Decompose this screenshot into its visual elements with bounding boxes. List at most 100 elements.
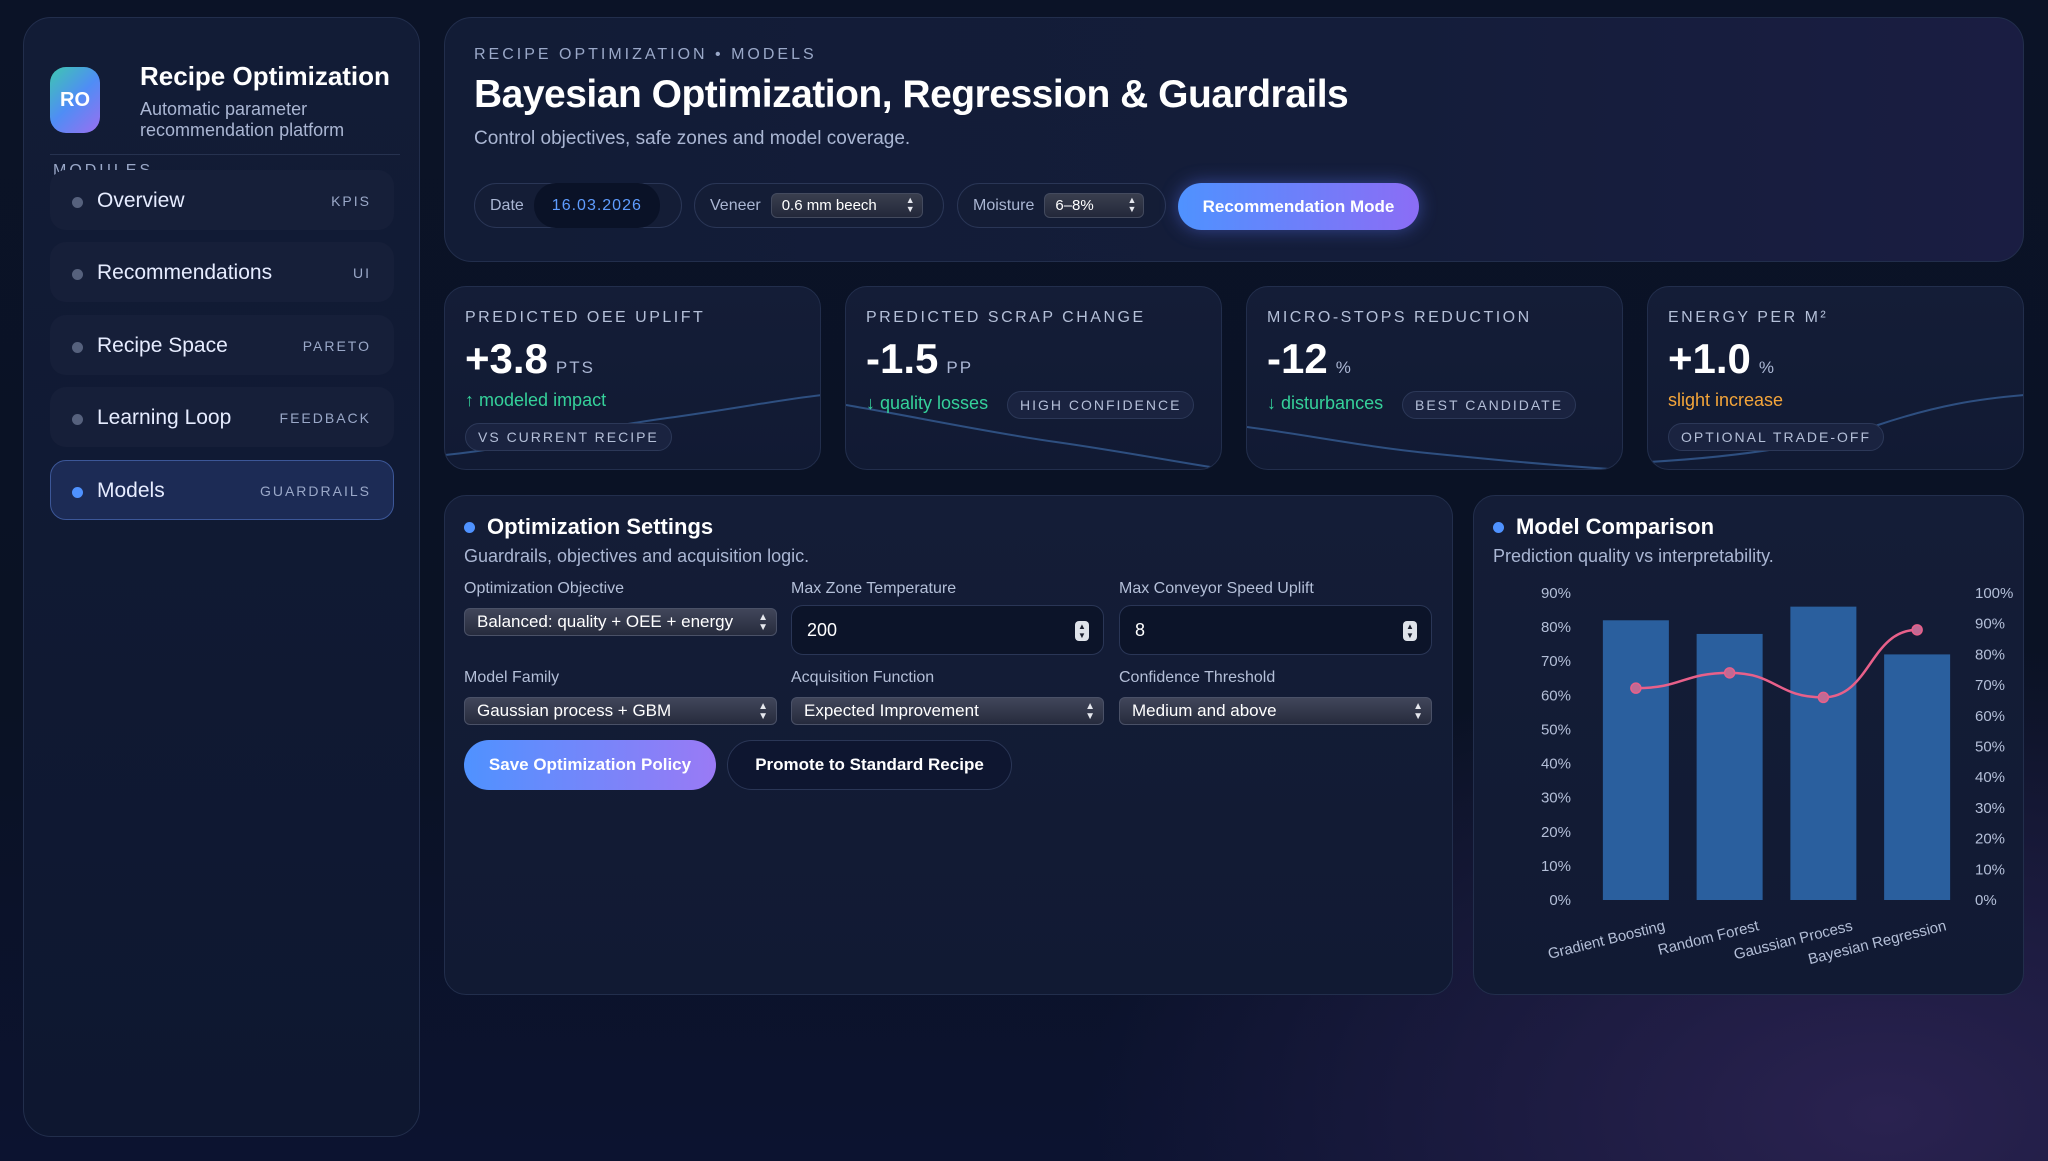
sidebar-item-tag: PARETO — [302, 338, 371, 354]
kpi-note-text: quality losses — [880, 393, 989, 413]
save-policy-button[interactable]: Save Optimization Policy — [464, 740, 716, 790]
page-subtitle: Control objectives, safe zones and model… — [474, 128, 911, 149]
objective-label: Optimization Objective — [464, 580, 625, 597]
select-arrows-icon: ▲ ▼ — [905, 195, 915, 214]
date-input[interactable]: 16.03.2026 — [533, 183, 660, 228]
objective-select[interactable]: Balanced: quality + OEE + energy ▲ ▼ — [464, 608, 777, 636]
kpi-badge: BEST CANDIDATE — [1402, 391, 1577, 419]
moisture-select[interactable]: 6–8% ▲ ▼ — [1044, 193, 1145, 218]
kpi-unit: PP — [946, 358, 974, 377]
sparkline — [846, 404, 1221, 469]
sidebar-item-label: Recommendations — [97, 261, 273, 284]
acquisition-select[interactable]: Expected Improvement ▲ ▼ — [791, 697, 1104, 725]
sparkline — [1247, 426, 1622, 469]
date-filter[interactable]: Date 16.03.2026 — [474, 183, 682, 228]
veneer-select[interactable]: 0.6 mm beech ▲ ▼ — [770, 193, 923, 218]
confidence-select[interactable]: Medium and above ▲ ▼ — [1119, 697, 1432, 725]
kpi-note: ↑ modeled impact — [465, 390, 606, 411]
app-logo: RO — [50, 67, 100, 133]
sidebar-item-tag: KPIS — [331, 193, 371, 209]
select-arrows-icon: ▲ ▼ — [758, 701, 768, 722]
max-temp-label: Max Zone Temperature — [791, 580, 957, 597]
y-right-tick-label: 0% — [1975, 892, 1997, 909]
sidebar: RO Recipe Optimization Automatic paramet… — [23, 17, 420, 1137]
model-family-select[interactable]: Gaussian process + GBM ▲ ▼ — [464, 697, 777, 725]
sidebar-item-models[interactable]: Models GUARDRAILS — [50, 460, 394, 520]
line-point — [1817, 691, 1830, 704]
date-label: Date — [490, 196, 524, 214]
sidebar-item-overview[interactable]: Overview KPIS — [50, 170, 394, 230]
veneer-filter: Veneer 0.6 mm beech ▲ ▼ — [694, 183, 944, 228]
sidebar-item-tag: GUARDRAILS — [259, 483, 371, 499]
panel-title: Optimization Settings — [487, 514, 714, 539]
panel-title: Model Comparison — [1516, 514, 1715, 539]
max-temp-value: 200 — [807, 619, 838, 640]
kpi-number: +1.0 — [1668, 335, 1751, 382]
bullet-icon — [72, 342, 83, 353]
bullet-icon — [72, 414, 83, 425]
kpi-card-micro-stops: MICRO-STOPS REDUCTION -12% ↓ disturbance… — [1246, 286, 1623, 470]
y-left-tick-label: 70% — [1541, 653, 1571, 670]
y-right-tick-label: 70% — [1975, 677, 2005, 694]
recommendation-mode-button[interactable]: Recommendation Mode — [1178, 183, 1419, 230]
kpi-note-text: slight increase — [1668, 390, 1784, 410]
arrow-down-icon: ↓ — [1267, 393, 1276, 413]
select-arrows-icon: ▲ ▼ — [1413, 701, 1423, 722]
kpi-value: -12% — [1267, 335, 1353, 383]
objective-value: Balanced: quality + OEE + energy — [477, 612, 734, 631]
sidebar-item-label: Recipe Space — [97, 334, 228, 357]
y-left-tick-label: 10% — [1541, 858, 1571, 875]
stepper-icon[interactable]: ▲ ▼ — [1075, 621, 1089, 641]
kpi-card-scrap: PREDICTED SCRAP CHANGE -1.5 PP ↓ quality … — [845, 286, 1222, 470]
kpi-value: +1.0% — [1668, 335, 1776, 383]
select-arrows-icon: ▲ ▼ — [1127, 195, 1137, 214]
kpi-badge: HIGH CONFIDENCE — [1007, 391, 1195, 419]
moisture-label: Moisture — [973, 196, 1035, 214]
stepper-icon[interactable]: ▲ ▼ — [1403, 621, 1417, 641]
select-arrows-icon: ▲ ▼ — [758, 612, 768, 633]
y-right-tick-label: 40% — [1975, 769, 2005, 786]
kpi-number: +3.8 — [465, 335, 548, 382]
veneer-value: 0.6 mm beech — [781, 197, 877, 214]
section-bullet-icon — [1493, 522, 1504, 533]
acquisition-value: Expected Improvement — [804, 701, 979, 720]
section-bullet-icon — [464, 522, 475, 533]
kpi-note: ↓ quality losses — [866, 393, 988, 414]
sidebar-item-learning-loop[interactable]: Learning Loop FEEDBACK — [50, 387, 394, 447]
max-speed-value: 8 — [1135, 619, 1146, 640]
kpi-note-text: modeled impact — [479, 390, 607, 410]
sidebar-item-recipe-space[interactable]: Recipe Space PARETO — [50, 315, 394, 375]
page-title: Bayesian Optimization, Regression & Guar… — [474, 73, 1349, 116]
kpi-note: slight increase — [1668, 390, 1783, 411]
page-header: RECIPE OPTIMIZATION • MODELS Bayesian Op… — [444, 17, 2024, 262]
y-left-tick-label: 60% — [1541, 687, 1571, 704]
line-point — [1630, 682, 1642, 694]
promote-recipe-button[interactable]: Promote to Standard Recipe — [727, 740, 1012, 790]
sidebar-item-recommendations[interactable]: Recommendations UI — [50, 242, 394, 302]
kpi-badge: VS CURRENT RECIPE — [465, 423, 672, 451]
max-temp-input[interactable]: 200 ▲ ▼ — [791, 605, 1104, 655]
kpi-value: +3.8 PTS — [465, 335, 595, 383]
bullet-icon — [72, 269, 83, 280]
y-left-tick-label: 90% — [1541, 585, 1571, 602]
x-tick-label: Gradient Boosting — [1546, 917, 1667, 963]
kpi-unit: PTS — [555, 358, 595, 377]
series-line — [1635, 628, 1918, 699]
sidebar-item-label: Models — [97, 479, 165, 502]
moisture-value: 6–8% — [1055, 197, 1094, 214]
y-right-tick-label: 30% — [1975, 800, 2005, 817]
app-subtitle: Automatic parameter recommendation platf… — [140, 99, 345, 140]
y-left-tick-label: 30% — [1541, 790, 1571, 807]
bar — [1602, 620, 1669, 900]
line-point — [1911, 624, 1923, 636]
y-left-tick-label: 50% — [1541, 721, 1571, 738]
sidebar-item-tag: FEEDBACK — [279, 410, 371, 426]
max-speed-input[interactable]: 8 ▲ ▼ — [1119, 605, 1432, 655]
y-right-tick-label: 10% — [1975, 861, 2005, 878]
bar — [1884, 654, 1951, 900]
y-left-tick-label: 20% — [1541, 824, 1571, 841]
y-right-tick-label: 20% — [1975, 831, 2005, 848]
kpi-label: ENERGY PER M² — [1668, 309, 1829, 326]
veneer-label: Veneer — [710, 196, 761, 214]
line-point — [1723, 667, 1736, 679]
